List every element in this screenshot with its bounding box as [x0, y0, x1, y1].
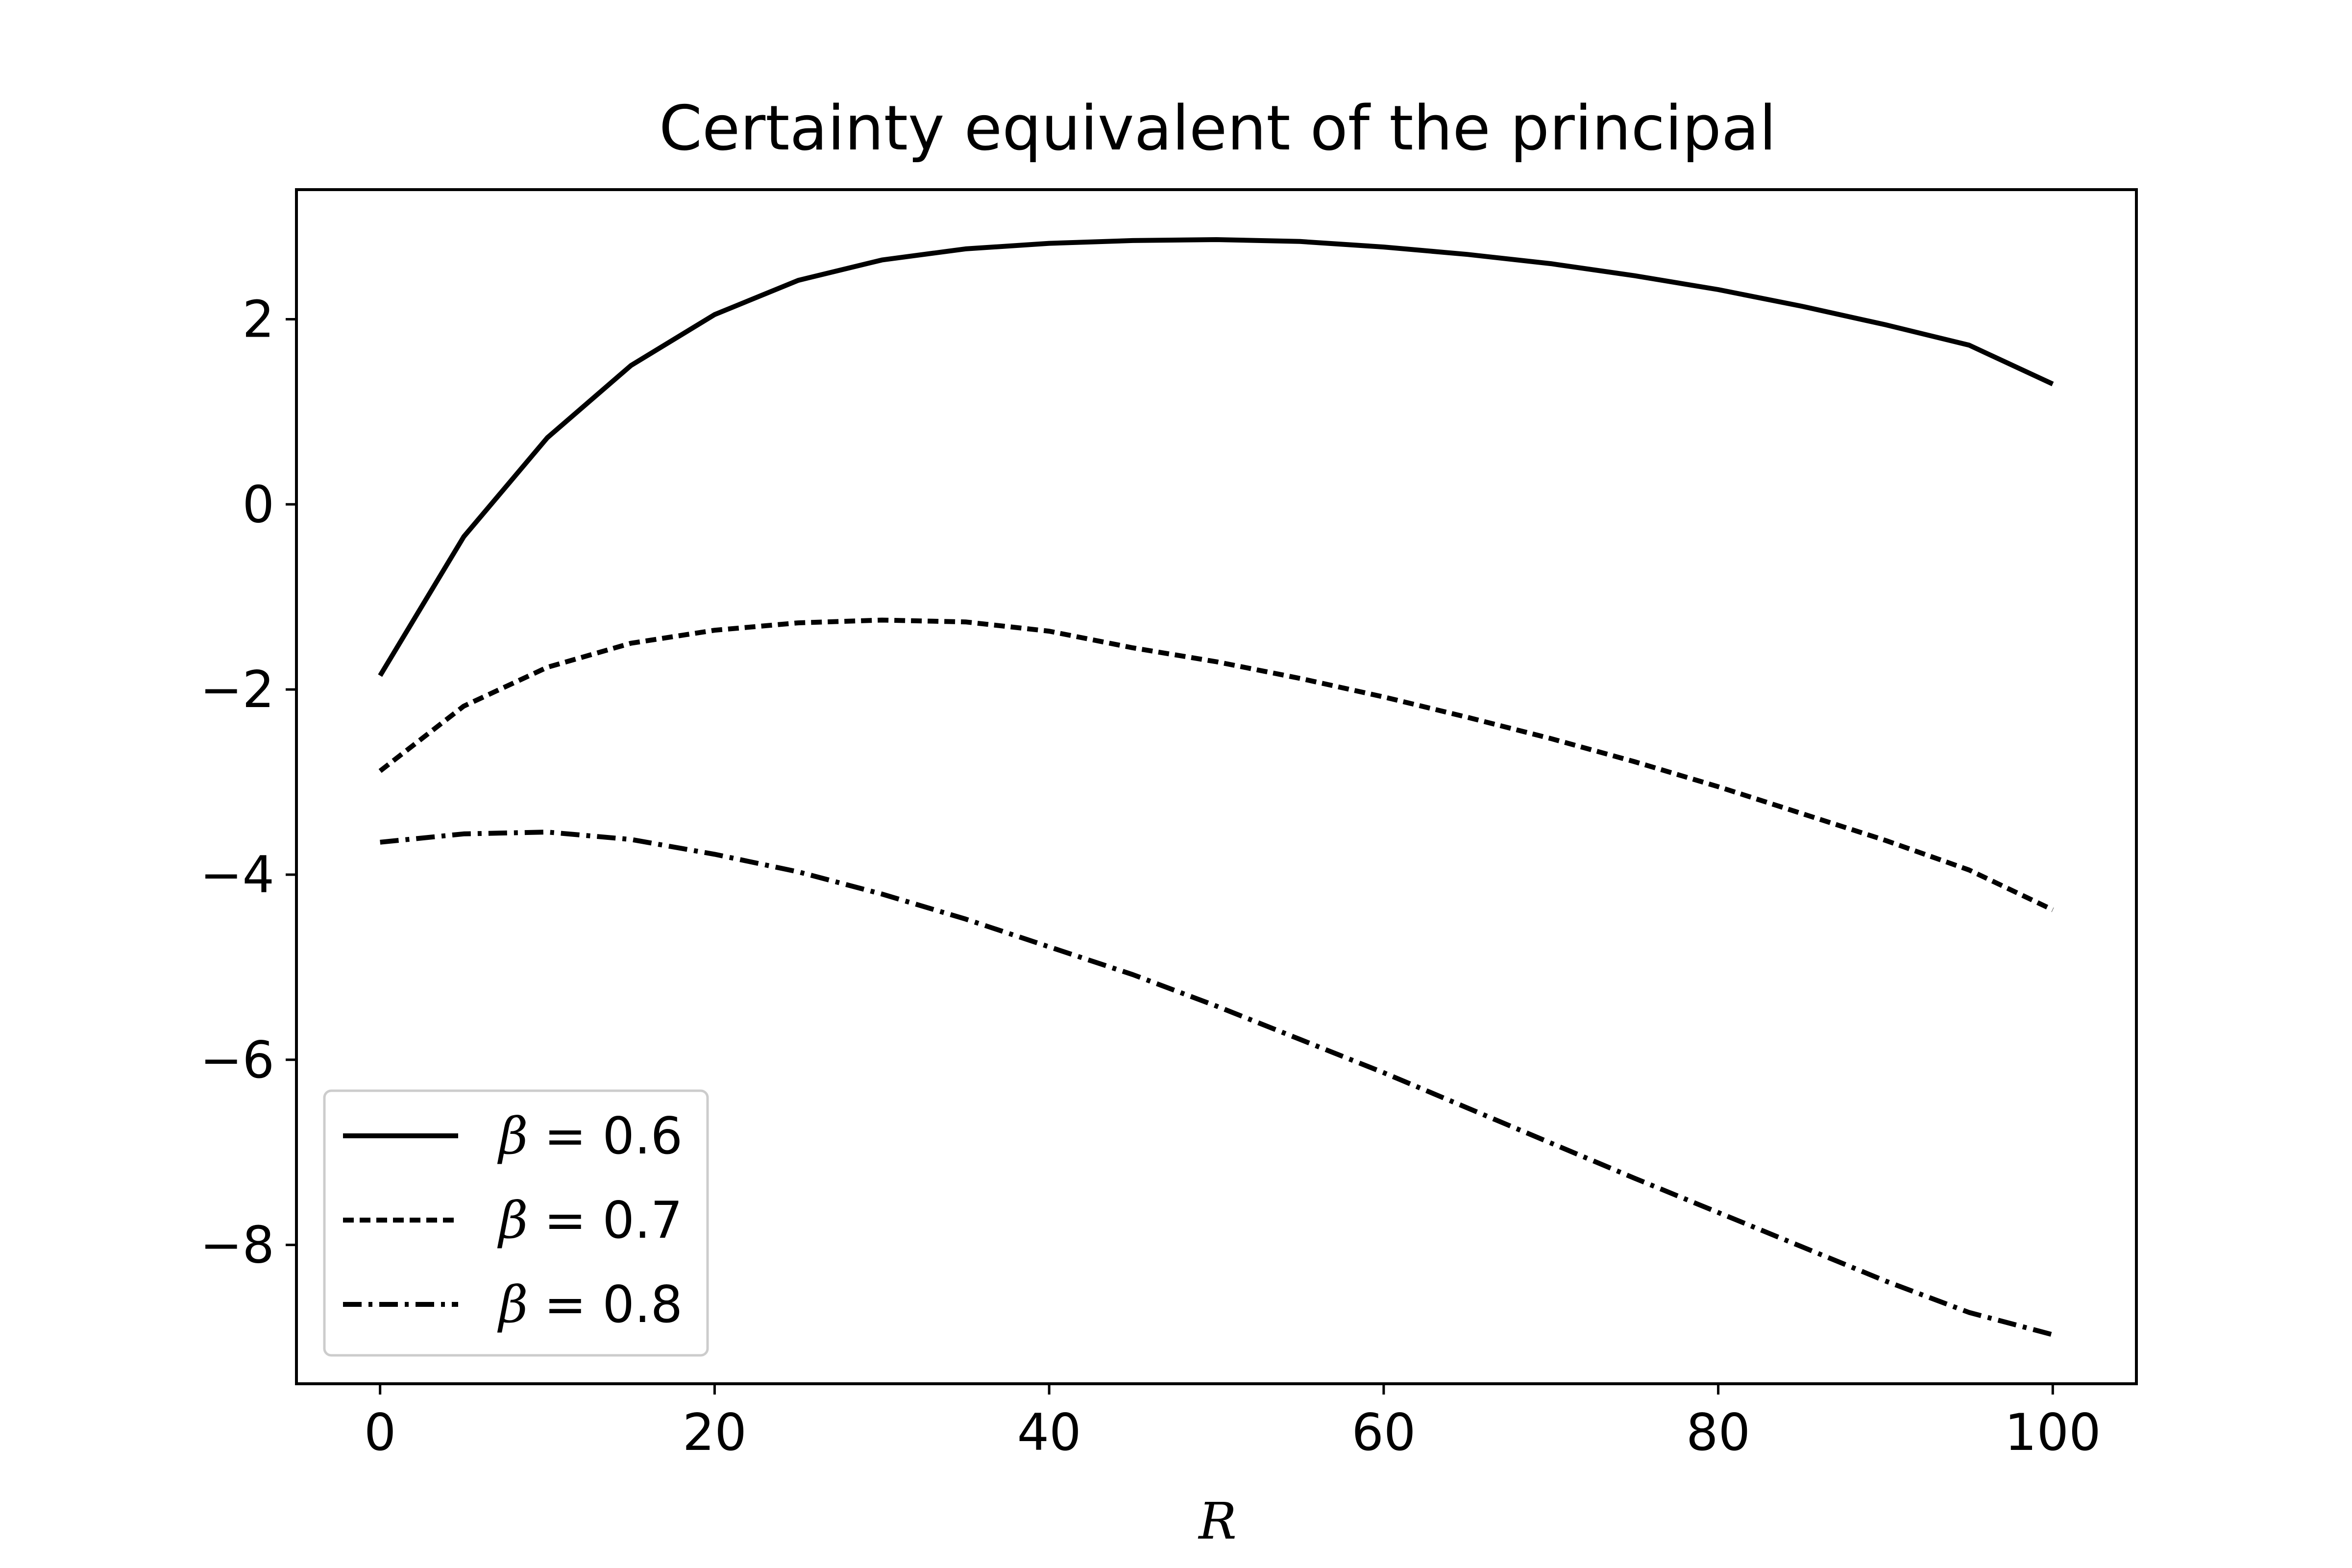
y-tick-label: −8 — [200, 1216, 274, 1275]
y-tick-label: −4 — [200, 846, 274, 905]
series-line-2 — [378, 617, 2054, 912]
series-line-3 — [380, 830, 2054, 1337]
plot-area — [378, 237, 2054, 1337]
y-axis: 2 0 −2 −4 −6 −8 — [200, 290, 296, 1275]
axes-frame — [295, 188, 2138, 1385]
x-tick-label: 20 — [683, 1403, 747, 1462]
x-axis: 0 20 40 60 80 100 — [364, 1384, 2101, 1462]
y-tick-label: −2 — [200, 661, 274, 719]
x-tick-label: 40 — [1017, 1403, 1081, 1462]
x-tick-label: 60 — [1351, 1403, 1416, 1462]
legend-box — [323, 1089, 709, 1357]
x-tick-label: 100 — [2005, 1403, 2101, 1462]
chart-title: Certainty equivalent of the principal — [659, 92, 1776, 164]
legend-label-3: β = 0.8 — [497, 1275, 683, 1334]
legend-label-1: β = 0.6 — [497, 1107, 683, 1166]
x-axis-label: R — [1198, 1492, 1237, 1551]
x-tick-label: 80 — [1686, 1403, 1750, 1462]
legend: β = 0.6 β = 0.7 β = 0.8 — [323, 1089, 709, 1357]
y-tick-label: 2 — [242, 290, 274, 349]
x-tick-label: 0 — [364, 1403, 396, 1462]
y-tick-label: −6 — [200, 1031, 274, 1090]
y-tick-label: 0 — [242, 475, 274, 534]
series-line-1 — [378, 237, 2054, 677]
legend-label-2: β = 0.7 — [497, 1191, 683, 1250]
